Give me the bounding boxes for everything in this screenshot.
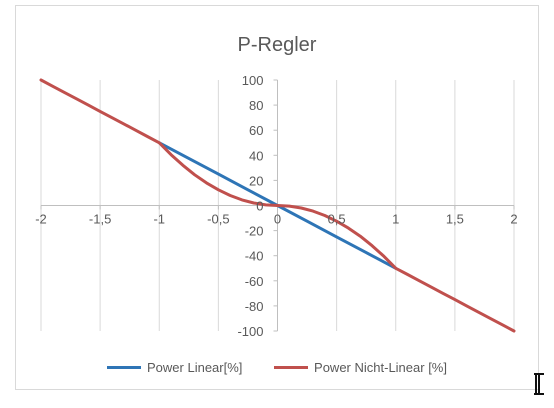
legend-label-power-linear: Power Linear[%] [147, 360, 243, 375]
x-tick-label: 0,5 [328, 212, 346, 227]
legend-label-power-nicht-linear: Power Nicht-Linear [%] [314, 360, 447, 375]
tick-labels: -2 -1,5 -1 -0,5 0 0,5 1 1,5 2 -100 -80 -60 -40 -20 0 20… [35, 73, 517, 339]
x-tick-label: 1,5 [446, 212, 464, 227]
y-tick-label: 60 [249, 123, 263, 138]
legend-item-power-nicht-linear: Power Nicht-Linear [%] [274, 360, 447, 375]
x-tick-label: 1 [392, 212, 399, 227]
text-cursor-icon [534, 373, 544, 395]
legend-item-power-linear: Power Linear[%] [107, 360, 242, 375]
y-tick-label: 0 [256, 199, 263, 214]
y-tick-label: 100 [242, 73, 264, 88]
series-lines [39, 78, 516, 333]
series-line-power-nicht-linear [39, 78, 516, 333]
x-tick-label: -1,5 [89, 212, 111, 227]
x-tick-label: -1 [153, 212, 165, 227]
y-tick-label: 40 [249, 148, 263, 163]
y-tick-label: 80 [249, 98, 263, 113]
y-tick-label: -60 [245, 274, 264, 289]
x-tick-label: 0 [274, 212, 281, 227]
y-tick-label: -100 [237, 324, 263, 339]
x-tick-label: 2 [510, 212, 517, 227]
legend: Power Linear[%] Power Nicht-Linear [%] [0, 357, 554, 375]
y-tick-label: 20 [249, 173, 263, 188]
legend-swatch-power-linear [107, 366, 142, 369]
x-tick-label: -2 [35, 212, 47, 227]
y-tick-label: -40 [245, 249, 264, 264]
chart-title: P-Regler [237, 34, 317, 56]
y-tick-label: -20 [245, 224, 264, 239]
y-tick-label: -80 [245, 299, 264, 314]
x-tick-label: -0,5 [207, 212, 229, 227]
legend-swatch-power-nicht-linear [274, 366, 309, 369]
